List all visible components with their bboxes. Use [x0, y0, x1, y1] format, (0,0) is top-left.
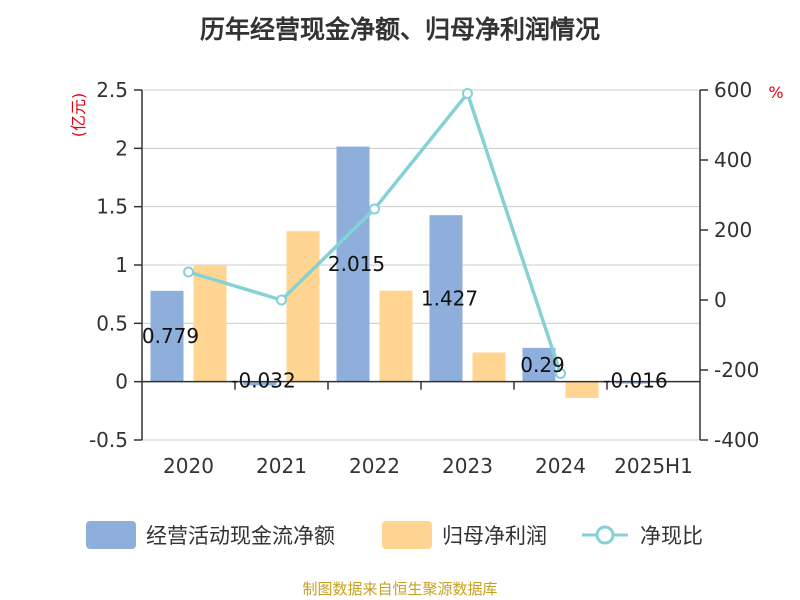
- data-label-cash: -0.016: [603, 369, 667, 393]
- ratio-point: [183, 266, 194, 278]
- left-tick-label: 1: [115, 253, 128, 277]
- right-axis-unit: %: [768, 83, 783, 102]
- ratio-line: [183, 88, 566, 379]
- category-label: 2022: [349, 454, 400, 478]
- bars: [150, 146, 692, 398]
- bar-cash: [243, 381, 277, 386]
- bar-cash: [429, 215, 463, 382]
- legend: 经营活动现金流净额 归母净利润 净现比: [86, 521, 703, 549]
- bar-profit: [472, 352, 506, 382]
- right-tick-label: -200: [714, 358, 759, 382]
- ratio-polyline: [187, 89, 563, 375]
- right-tick-label: 0: [714, 288, 727, 312]
- left-tick-label: -0.5: [89, 428, 128, 452]
- chart-title: 历年经营现金净额、归母净利润情况: [199, 15, 600, 44]
- left-tick-label: 0: [115, 370, 128, 394]
- bar-cash: [150, 290, 184, 382]
- left-tick-label: 2.5: [96, 78, 128, 102]
- right-tick-label: 600: [714, 78, 752, 102]
- tick-labels: -0.5 0 0.5 1 1.5 2 2.5 -400 -200 0 200 400 600 2020 20…: [89, 78, 759, 478]
- ratio-point: [369, 203, 380, 215]
- category-label: 2025H1: [614, 454, 693, 478]
- bar-cash: [615, 381, 649, 384]
- ratio-point: [555, 368, 566, 379]
- ratio-point: [462, 88, 473, 99]
- bar-profit: [565, 381, 599, 398]
- category-label: 2024: [535, 454, 586, 478]
- left-axis-unit: (亿元): [69, 93, 88, 138]
- legend-label-ratio: 净现比: [640, 524, 703, 548]
- legend-label-profit: 归母净利润: [442, 524, 547, 548]
- source-note: 制图数据来自恒生聚源数据库: [302, 580, 498, 598]
- left-tick-label: 1.5: [96, 195, 128, 219]
- left-tick-label: 2: [115, 136, 128, 160]
- bar-cash: [336, 146, 370, 382]
- bar-cash: [522, 347, 556, 382]
- data-label-cash: -0.032: [231, 369, 295, 393]
- data-label-cash: 0.29: [520, 353, 565, 377]
- right-tick-label: 200: [714, 218, 752, 242]
- category-label: 2021: [256, 454, 307, 478]
- right-tick-label: 400: [714, 148, 752, 172]
- legend-swatch-cash: [86, 521, 136, 549]
- data-label-cash: 1.427: [421, 286, 478, 310]
- category-label: 2020: [163, 454, 214, 478]
- axes: [134, 89, 708, 441]
- left-tick-label: 0.5: [96, 311, 128, 335]
- bar-profit: [379, 290, 413, 382]
- legend-swatch-profit: [382, 521, 432, 549]
- data-label-cash: 2.015: [328, 252, 385, 276]
- bar-profit: [193, 265, 227, 382]
- legend-swatch-ratio-marker: [595, 525, 615, 545]
- ratio-point: [276, 294, 287, 306]
- right-tick-label: -400: [714, 428, 759, 452]
- legend-label-cash: 经营活动现金流净额: [146, 524, 335, 548]
- data-label-cash: 0.779: [142, 324, 199, 348]
- data-labels: 0.779 -0.032 2.015 1.427 0.29 -0.016: [142, 252, 668, 393]
- bar-profit: [286, 231, 320, 382]
- category-label: 2023: [442, 454, 493, 478]
